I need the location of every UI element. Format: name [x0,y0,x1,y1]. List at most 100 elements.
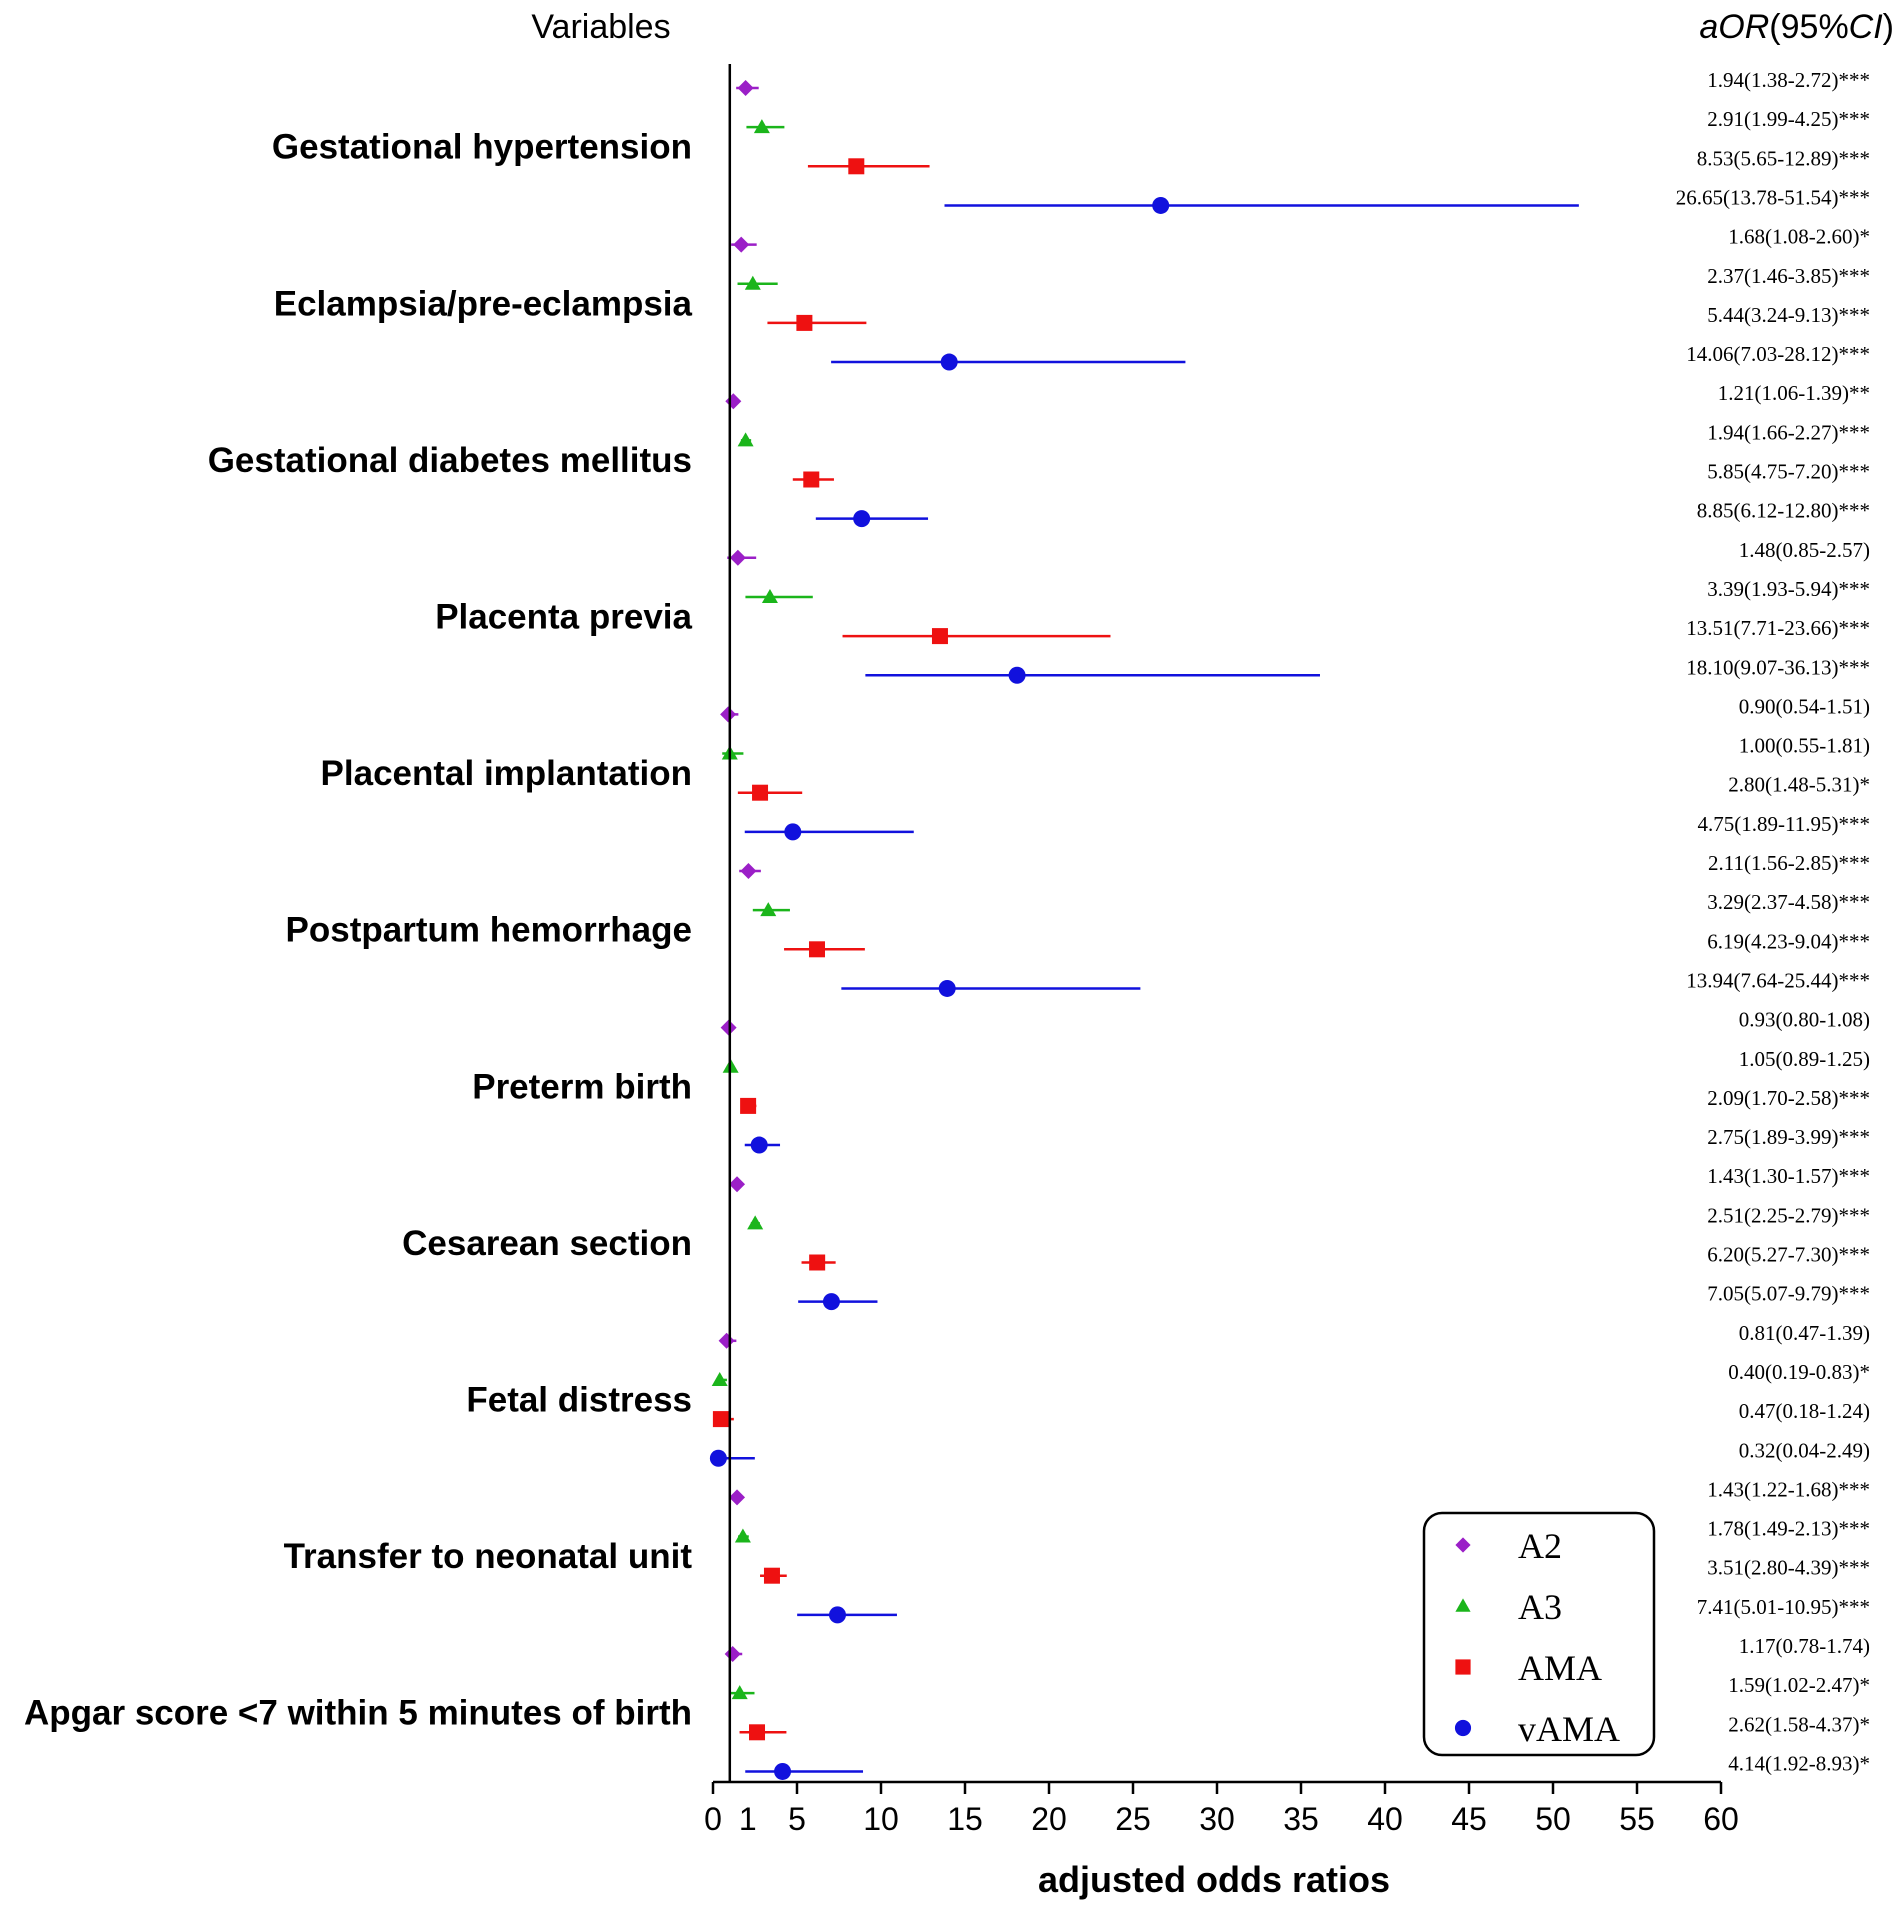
ci-value-text: 5.44(3.24-9.13)*** [1707,303,1870,327]
legend-marker-a3 [1455,1598,1471,1612]
x-tick-label: 30 [1199,1801,1235,1837]
legend-box [1422,1511,1656,1757]
ci-value-text: 1.43(1.30-1.57)*** [1707,1164,1870,1188]
point-estimate-a2 [725,393,742,410]
legend: A2 A3 AMA vAMA [1422,1511,1656,1757]
variable-label: Preterm birth [472,1067,692,1106]
x-tick-label: 10 [863,1801,899,1837]
header-ci-close-text: ) [1883,8,1894,46]
point-estimate-ama [809,1254,826,1271]
variable-label: Apgar score <7 within 5 minutes of birth [24,1694,692,1733]
point-estimate-ama [763,1567,780,1584]
ci-value-text: 1.78(1.49-2.13)*** [1707,1517,1870,1541]
x-tick-label: 50 [1535,1801,1571,1837]
ci-value-text: 1.94(1.38-2.72)*** [1707,68,1870,92]
point-estimate-a2 [737,80,754,96]
point-estimate-a2 [733,236,750,253]
header-variables: Variables [531,8,670,46]
ci-value-text: 2.62(1.58-4.37)* [1728,1712,1870,1736]
point-estimate-vama [828,1606,846,1624]
ci-value-text: 0.47(0.18-1.24) [1739,1399,1870,1423]
ci-value-text: 0.93(0.80-1.08) [1739,1008,1870,1032]
point-estimate-vama [774,1762,792,1780]
legend-marker-vama [1454,1719,1472,1737]
ci-value-text: 2.91(1.99-4.25)*** [1707,107,1870,131]
point-estimate-vama [940,353,958,371]
point-estimate-a3 [747,1215,764,1230]
ci-value-text: 3.29(2.37-4.58)*** [1707,890,1870,914]
ci-value-text: 1.17(0.78-1.74) [1739,1634,1870,1658]
ci-value-text: 7.05(5.07-9.79)*** [1707,1282,1870,1306]
variable-label: Cesarean section [402,1224,692,1263]
ci-value-text: 1.43(1.22-1.68)*** [1707,1477,1870,1501]
ci-value-text: 13.51(7.71-23.66)*** [1686,616,1870,640]
variable-labels: Gestational hypertension Eclampsia/pre-ec… [24,128,693,1733]
point-estimate-ama [931,628,948,645]
point-estimate-vama [1152,196,1170,214]
legend-marker-ama [1455,1659,1471,1675]
x-tick-label: 45 [1451,1801,1487,1837]
point-estimate-a3 [734,1528,751,1543]
ci-value-text: 1.21(1.06-1.39)** [1718,381,1870,405]
ci-value-text: 4.75(1.89-11.95)*** [1698,812,1870,836]
point-estimate-vama [822,1293,840,1311]
point-estimate-a2 [729,1489,746,1506]
ci-value-text: 8.53(5.65-12.89)*** [1697,146,1870,170]
point-estimate-a2 [724,1646,741,1662]
x-tick-label: 0 [704,1801,722,1837]
point-estimate-a3 [760,902,777,917]
x-tick-label: 15 [947,1801,983,1837]
ci-value-text: 1.48(0.85-2.57) [1739,538,1870,562]
ci-value-text: 8.85(6.12-12.80)*** [1697,499,1870,523]
ci-value-text: 2.51(2.25-2.79)*** [1707,1203,1870,1227]
point-estimate-vama [938,979,956,997]
ci-value-text: 1.05(0.89-1.25) [1739,1047,1870,1071]
ci-value-labels: 1.94(1.38-2.72)*** 2.91(1.99-4.25)*** 8.53… [1676,68,1870,1775]
ci-value-text: 0.40(0.19-0.83)* [1728,1360,1870,1384]
ci-value-text: 0.32(0.04-2.49) [1739,1438,1870,1462]
legend-label-ama: AMA [1518,1648,1602,1688]
ci-value-text: 2.09(1.70-2.58)*** [1707,1086,1870,1110]
plot-marks [709,80,1579,1780]
ci-value-text: 1.59(1.02-2.47)* [1728,1673,1870,1697]
legend-label-vama: vAMA [1518,1709,1620,1749]
ci-value-text: 1.68(1.08-2.60)* [1728,225,1870,249]
variable-label: Gestational diabetes mellitus [208,441,692,480]
point-estimate-ama [848,158,865,175]
x-tick-label: 5 [788,1801,806,1837]
ci-value-text: 2.80(1.48-5.31)* [1728,773,1870,797]
point-estimate-ama [749,1724,766,1741]
point-estimate-a3 [737,432,754,447]
header-aor-text: aOR [1699,8,1769,46]
x-tick-label: 40 [1367,1801,1403,1837]
x-tick-label: 35 [1283,1801,1319,1837]
x-tick-label: 55 [1619,1801,1655,1837]
legend-label-a2: A2 [1518,1526,1562,1566]
legend-marker-a2 [1455,1537,1471,1553]
x-axis-ticks: 0 5 10 15 20 25 30 35 40 45 50 55 60 1 [704,1782,1739,1837]
variable-label: Placenta previa [435,598,692,637]
point-estimate-ama [796,314,813,331]
ci-value-text: 6.19(4.23-9.04)*** [1707,929,1870,953]
x-tick-label: 25 [1115,1801,1151,1837]
point-estimate-a3 [711,1371,728,1386]
ci-value-text: 3.39(1.93-5.94)*** [1707,577,1870,601]
ci-value-text: 7.41(5.01-10.95)*** [1697,1595,1870,1619]
point-estimate-vama [709,1449,727,1467]
ci-value-text: 2.75(1.89-3.99)*** [1707,1125,1870,1149]
ci-value-text: 2.37(1.46-3.85)*** [1707,264,1870,288]
ci-value-text: 1.00(0.55-1.81) [1739,734,1870,758]
point-estimate-a3 [753,119,770,134]
ci-value-text: 4.14(1.92-8.93)* [1728,1751,1870,1775]
point-estimate-ama [803,471,820,488]
point-estimate-vama [853,510,871,528]
header-ci-open-text: (95% [1769,8,1848,46]
ci-value-text: 26.65(13.78-51.54)*** [1676,185,1870,209]
variable-label: Eclampsia/pre-eclampsia [274,284,693,323]
point-estimate-a3 [744,275,761,290]
point-estimate-a2 [729,1176,746,1193]
header-ci-text: CI [1849,8,1884,46]
point-estimate-vama [784,823,802,841]
point-estimate-vama [750,1136,768,1154]
